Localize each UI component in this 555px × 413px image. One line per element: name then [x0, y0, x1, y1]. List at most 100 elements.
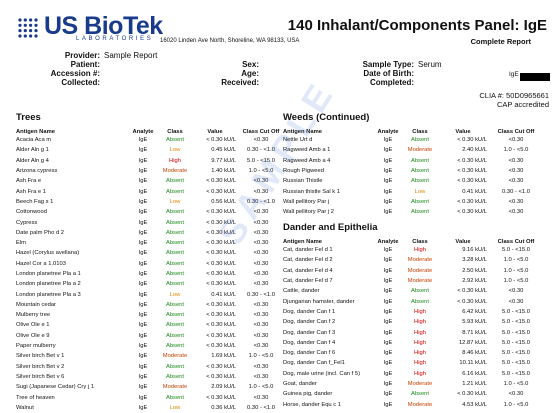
analyte: IgE: [138, 137, 148, 144]
result-value: < 0.30 kU/L: [206, 178, 236, 185]
result-value: < 0.30 kU/L: [457, 168, 487, 175]
analyte: IgE: [138, 363, 148, 370]
result-class: Absent: [165, 229, 185, 236]
class-cutoff: 1.0 - <5.0: [503, 267, 529, 274]
antigen-name: Ragweed Amb a 4: [283, 157, 331, 164]
header-class: Class: [412, 239, 428, 245]
antigen-name: Dog, dander Can f 6: [283, 350, 336, 357]
result-value: 0.56 kU/L: [211, 198, 236, 205]
result-class: Absent: [165, 301, 185, 308]
table-row: Sugi (Japanese Cedar) Cry j 1 IgE Moderate…: [16, 382, 286, 392]
result-class: High: [414, 370, 426, 377]
class-cutoff: <0.30: [508, 391, 524, 398]
clia-number: CLIA #: 50D0965661: [479, 91, 549, 100]
analyte: IgE: [383, 267, 393, 274]
result-value: < 0.30 kU/L: [206, 271, 236, 277]
analyte: IgE: [383, 288, 393, 295]
result-value: < 0.30 kU/L: [457, 391, 487, 398]
header-cutoff: Class Cut Off: [242, 129, 280, 135]
table-row: Mulberry tree IgE Absent < 0.30 kU/L <0.30: [16, 310, 286, 320]
class-cutoff: <0.30: [253, 312, 269, 319]
result-class: Moderate: [407, 147, 433, 154]
antigen-name: Guinea pig, dander: [283, 391, 333, 398]
header-value: Value: [455, 129, 471, 135]
class-cutoff: <0.30: [508, 178, 524, 185]
class-cutoff: 5.0 - <15.0: [502, 360, 530, 367]
table-row: Ash Fra e 1 IgE Absent < 0.30 kU/L <0.30: [16, 186, 286, 196]
table-row: Paper mulberry IgE Absent < 0.30 kU/L <0.30: [16, 341, 286, 351]
report-status: Complete Report: [470, 37, 531, 46]
table-row: Cat, dander Fel d 4 IgE Moderate 2.50 kU/L 1…: [283, 266, 545, 276]
class-cutoff: 1.0 - <5.0: [248, 353, 274, 360]
class-cutoff: <0.30: [253, 281, 269, 288]
result-class: Absent: [410, 209, 430, 216]
class-cutoff: 5.0 - <15.0: [502, 370, 530, 377]
antigen-name: Acacia Aca m: [16, 137, 52, 144]
result-value: 2.92 kU/L: [462, 278, 487, 285]
class-cutoff: 5.0 - <15.0: [502, 329, 530, 336]
result-value: 2.09 kU/L: [211, 384, 236, 391]
antigen-name: Ash Fra e 1: [16, 188, 46, 195]
analyte: IgE: [383, 339, 393, 346]
section-title-weeds: Weeds (Continued): [283, 112, 370, 123]
result-value: < 0.30 kU/L: [457, 209, 487, 216]
table-row: Walnut IgE Low 0.36 kU/L 0.30 - <1.0: [16, 403, 286, 413]
result-class: High: [414, 339, 426, 346]
antigen-name: Paper mulberry: [16, 343, 56, 350]
class-cutoff: 5.0 - <15.0: [247, 157, 275, 164]
result-value: 1.21 kU/L: [462, 381, 487, 387]
result-class: High: [414, 247, 426, 254]
result-value: < 0.30 kU/L: [206, 260, 236, 267]
result-value: 10.11 kU/L: [459, 360, 487, 367]
header-value: Value: [207, 129, 223, 135]
antigen-name: Russian thistle Sal k 1: [283, 188, 341, 195]
antigen-name: Cattle, dander: [283, 288, 320, 295]
analyte: IgE: [383, 298, 393, 305]
result-value: < 0.30 kU/L: [206, 209, 236, 216]
table-row: Dog, dander Can f 4 IgE High 12.87 kU/L 5.0 …: [283, 338, 545, 348]
analyte: IgE: [383, 257, 393, 264]
patient-info: Provider: Sample Report Patient: Accessi…: [0, 49, 555, 119]
result-class: Low: [169, 198, 181, 205]
antigen-name: Ragweed Amb a 1: [283, 147, 331, 154]
analyte: IgE: [138, 168, 148, 175]
lab-address: 16020 Linden Ave North, Shoreline, WA 98…: [160, 38, 300, 44]
class-cutoff: <0.30: [253, 271, 269, 277]
result-value: 1.40 kU/L: [211, 168, 236, 175]
antigen-name: Olive Ole e 1: [16, 322, 50, 329]
class-cutoff: 1.0 - <5.0: [503, 381, 529, 387]
table-row: Cottonwood IgE Absent < 0.30 kU/L <0.30: [16, 207, 286, 217]
table-row: Dog, male urine (incl. Can f 5) IgE High 6.…: [283, 369, 545, 379]
table-row: Nettle Urt d IgE Absent < 0.30 kU/L <0.30: [283, 135, 545, 145]
result-value: 4.53 kU/L: [462, 401, 487, 408]
analyte: IgE: [383, 178, 393, 185]
result-value: < 0.30 kU/L: [457, 298, 487, 305]
logo-subtitle: LABORATORIES: [76, 36, 154, 42]
analyte: IgE: [383, 401, 393, 408]
class-cutoff: 1.0 - <5.0: [503, 257, 529, 264]
analyte: IgE: [383, 391, 393, 398]
header-cutoff: Class Cut Off: [497, 129, 535, 135]
analyte: IgE: [383, 157, 393, 164]
analyte: IgE: [138, 229, 148, 236]
result-class: Absent: [165, 373, 185, 380]
result-value: 5.93 kU/L: [462, 319, 487, 326]
result-class: High: [414, 350, 426, 357]
analyte: IgE: [383, 350, 393, 357]
analyte: IgE: [383, 168, 393, 175]
result-class: Absent: [165, 188, 185, 195]
analyte: IgE: [138, 322, 148, 329]
result-value: < 0.30 kU/L: [457, 157, 487, 164]
result-value: < 0.30 kU/L: [206, 394, 236, 401]
table-row: Dog, dander Can f 1 IgE High 6.42 kU/L 5.0 -…: [283, 307, 545, 317]
analyte: IgE: [383, 278, 393, 285]
analyte: IgE: [383, 329, 393, 336]
class-cutoff: <0.30: [253, 373, 269, 380]
table-row: Date palm Pho d 2 IgE Absent < 0.30 kU/L <0.…: [16, 228, 286, 238]
result-class: Absent: [165, 363, 185, 370]
antigen-name: Dog, dander Can f 2: [283, 319, 336, 326]
result-class: Absent: [410, 198, 430, 205]
table-row: Cat, dander Fel d 1 IgE High 9.16 kU/L 5.0 -…: [283, 245, 545, 255]
result-value: < 0.30 kU/L: [206, 343, 236, 350]
header-cutoff: Class Cut Off: [497, 239, 535, 245]
